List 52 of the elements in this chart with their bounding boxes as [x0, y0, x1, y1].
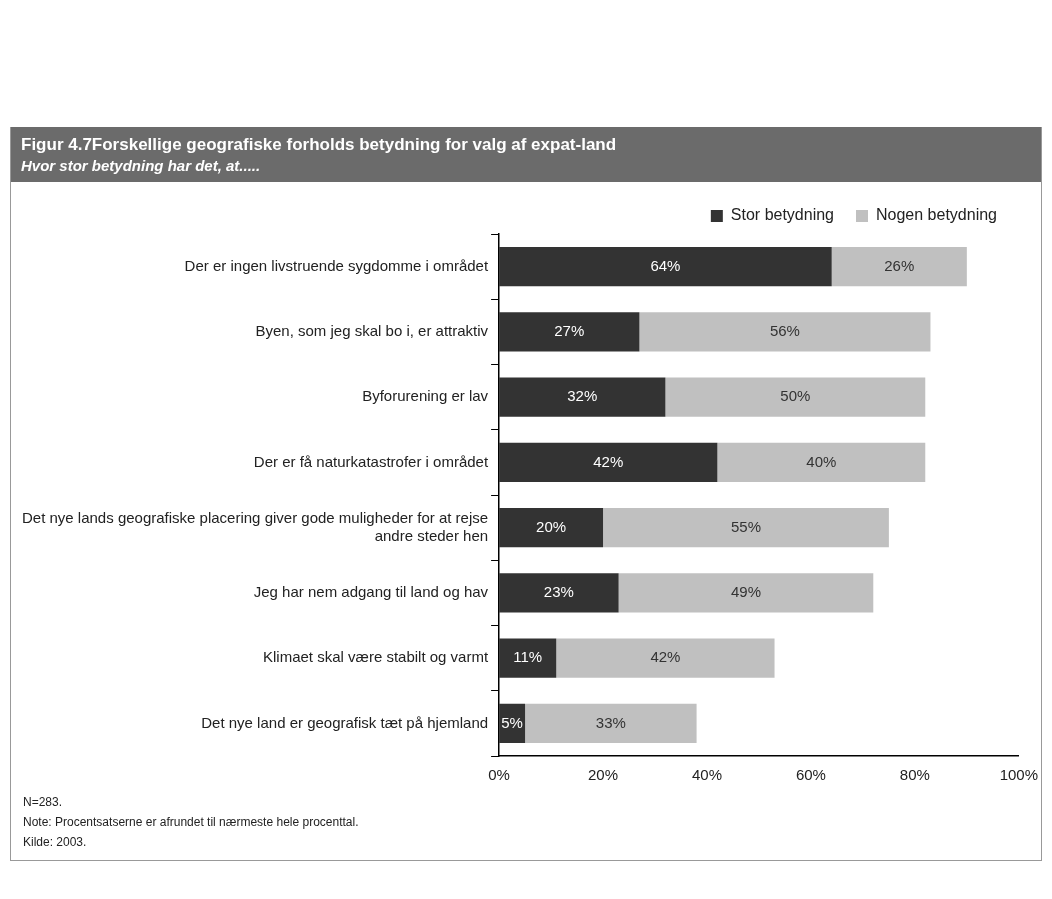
data-label: 11%: [513, 648, 543, 666]
data-label: 5%: [501, 713, 523, 731]
text: Hvor stor betydning har det, at.....: [21, 157, 262, 174]
bar: [499, 573, 619, 613]
y-tick-label: Byen, som jeg skal bo i, er attraktiv: [255, 322, 489, 340]
bar: [499, 377, 666, 417]
data-label: 32%: [567, 387, 598, 405]
x-tick-label: 100%: [999, 766, 1039, 784]
data-label: 20%: [536, 517, 567, 535]
y-tick-label: Der er ingen livstruende sygdomme i området: [184, 256, 489, 274]
x-tick-label: 0%: [488, 766, 510, 784]
data-label: 55%: [730, 517, 761, 535]
y-tick-label: Der er få naturkatastrofer i området: [253, 452, 489, 470]
text: Kilde: 2003.: [23, 834, 88, 851]
y-tick-label: Byforurening er lav: [362, 387, 489, 405]
bar: [525, 703, 697, 743]
y-tick-label: Det nye lands geografiske placering giver gode muligheder for at rejse andre steder hen: [21, 508, 489, 544]
data-label: 27%: [554, 322, 585, 340]
x-tick-label: 60%: [795, 766, 826, 784]
data-label: 23%: [543, 583, 574, 601]
x-tick-label: 20%: [588, 766, 619, 784]
bar: [603, 508, 889, 548]
y-tick-label: Jeg har nem adgang til land og hav: [253, 583, 489, 601]
bar: [831, 247, 967, 287]
text: Note: Procentsatserne er afrundet til nærmeste hele procenttal.: [23, 814, 360, 831]
data-label: 33%: [595, 713, 626, 731]
y-tick-label: Klimaet skal være stabilt og varmt: [263, 648, 489, 666]
legend-label: Nogen betydning: [876, 206, 997, 224]
bar: [499, 312, 640, 352]
data-label: 64%: [650, 256, 681, 274]
data-label: 42%: [593, 452, 624, 470]
x-tick-label: 40%: [691, 766, 722, 784]
data-label: 56%: [769, 322, 800, 340]
data-label: 42%: [650, 648, 681, 666]
bar: [556, 638, 775, 678]
data-label: 40%: [806, 452, 837, 470]
bar: [499, 247, 832, 287]
text: Figur 4.7Forskellige geografiske forholds betydning for valg af expat-land: [21, 135, 618, 155]
bar: [499, 442, 718, 482]
legend-label: Stor betydning: [730, 206, 835, 224]
text: N=283.: [23, 794, 64, 811]
bar: [499, 508, 604, 548]
bar: [717, 442, 926, 482]
bar: [665, 377, 926, 417]
x-tick-label: 80%: [899, 766, 930, 784]
data-label: 49%: [730, 583, 761, 601]
data-label: 50%: [780, 387, 811, 405]
bar: [639, 312, 931, 352]
bar: [499, 638, 557, 678]
data-label: 26%: [884, 256, 915, 274]
bar: [618, 573, 874, 613]
y-tick-label: Det nye land er geografisk tæt på hjemland: [201, 713, 489, 731]
